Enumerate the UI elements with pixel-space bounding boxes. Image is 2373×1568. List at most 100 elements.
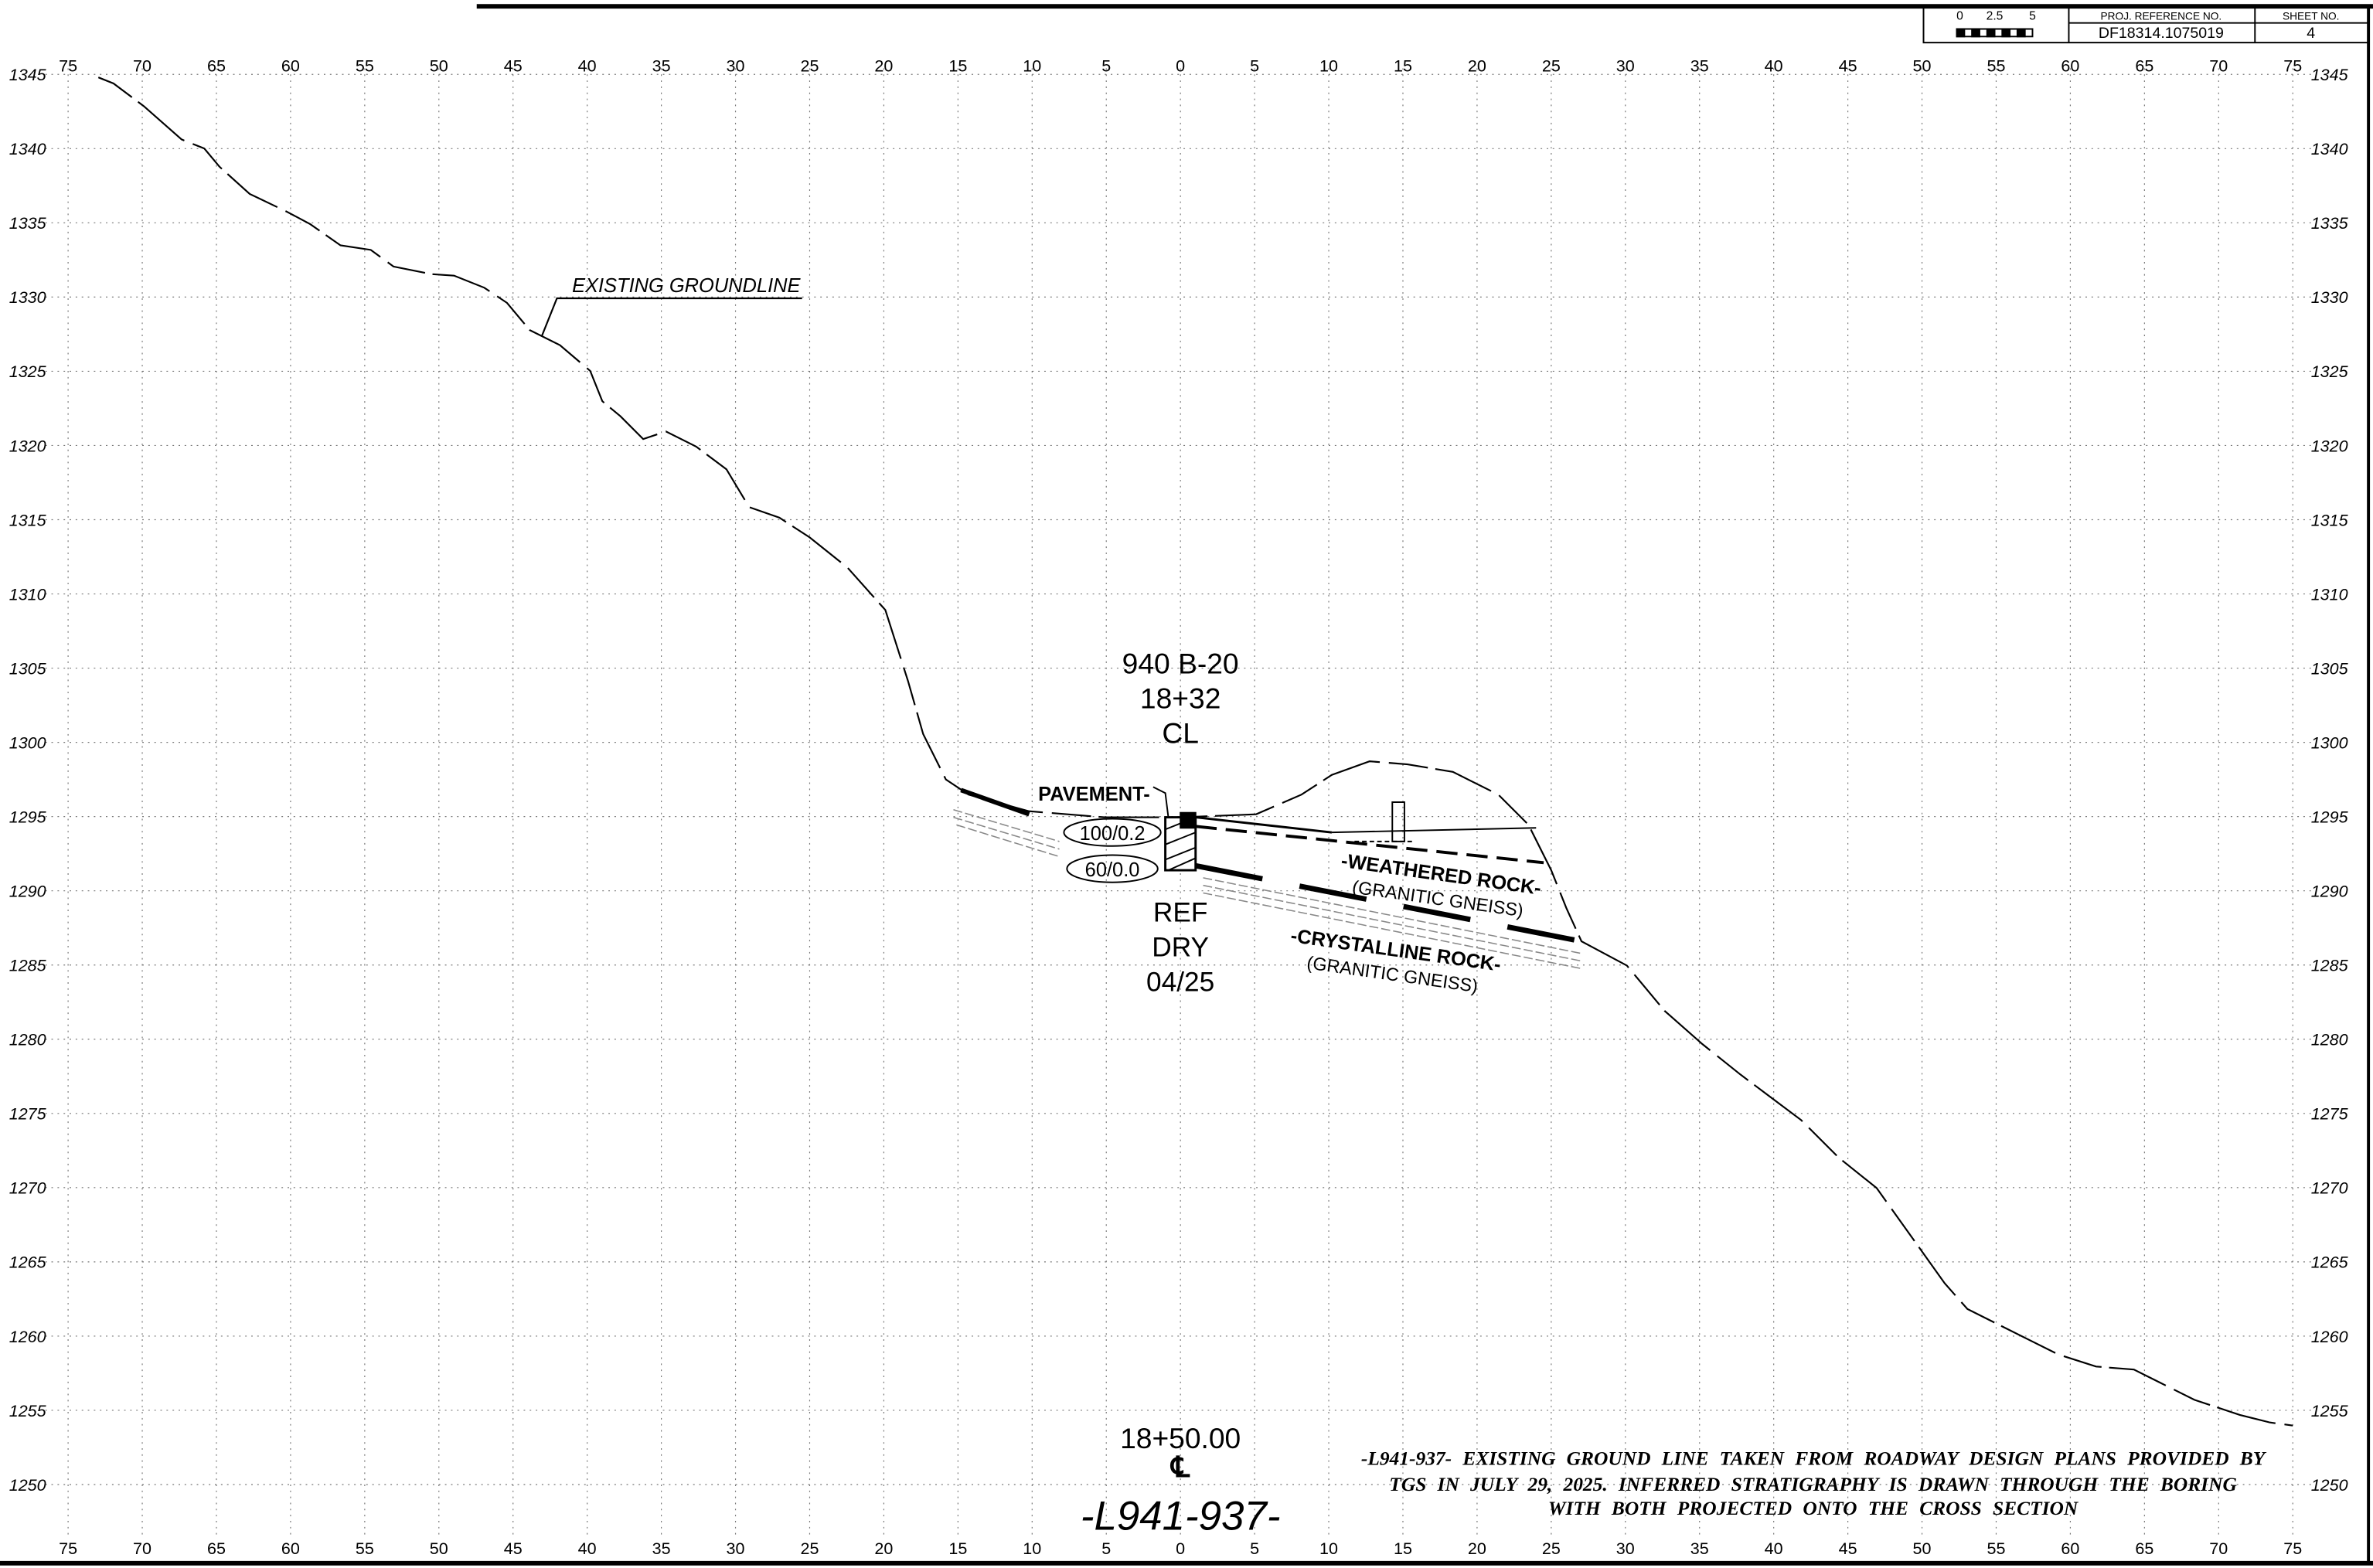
- x-tick-label: 30: [1616, 1539, 1635, 1558]
- x-tick-label: 5: [1101, 1539, 1111, 1558]
- y-tick-label: 1345: [2311, 66, 2349, 84]
- x-tick-label: 45: [504, 1539, 523, 1558]
- note: WITH BOTH PROJECTED ONTO THE CROSS SECTI…: [1548, 1497, 2079, 1519]
- proj-number: DF18314.1075019: [2099, 25, 2224, 42]
- label: DRY: [1152, 933, 1209, 963]
- centerline: ℄: [1169, 1451, 1190, 1483]
- sheet-number: 4: [2307, 25, 2315, 42]
- x-tick-label: 15: [1394, 1539, 1412, 1558]
- y-tick-label: 1345: [9, 66, 47, 84]
- scale-tick: 2.5: [1987, 10, 2004, 23]
- label: 04/25: [1146, 968, 1214, 998]
- y-tick-label: 1315: [9, 511, 47, 529]
- y-tick-label: 1290: [9, 883, 46, 901]
- x-tick-label: 55: [1987, 56, 2006, 75]
- title-block: [1922, 5, 2370, 44]
- x-tick-label: 0: [1176, 56, 1185, 75]
- x-tick-label: 55: [1987, 1539, 2006, 1558]
- x-tick-label: 35: [1690, 1539, 1709, 1558]
- y-tick-label: 1300: [2311, 733, 2348, 752]
- x-tick-label: 20: [1468, 1539, 1486, 1558]
- x-tick-label: 35: [652, 56, 671, 75]
- sample: 60/0.0: [1085, 859, 1140, 881]
- y-tick-label: 1330: [2311, 288, 2348, 307]
- grid: 7575707065656060555550504545404035353030…: [9, 56, 2349, 1558]
- x-tick-label: 45: [504, 56, 523, 75]
- y-tick-label: 1310: [9, 585, 46, 604]
- y-tick-label: 1340: [2311, 140, 2348, 158]
- label: EXISTING GROUNDLINE: [572, 275, 801, 297]
- x-tick-label: 75: [2283, 1539, 2302, 1558]
- label: REF: [1153, 898, 1207, 928]
- x-tick-label: 30: [727, 1539, 745, 1558]
- y-tick-label: 1265: [9, 1253, 47, 1272]
- y-tick-label: 1295: [2311, 808, 2349, 826]
- x-tick-label: 35: [1690, 56, 1709, 75]
- y-tick-label: 1255: [2311, 1402, 2349, 1420]
- y-tick-label: 1250: [9, 1476, 46, 1495]
- x-tick-label: 5: [1101, 56, 1111, 75]
- x-tick-label: 65: [207, 56, 226, 75]
- x-tick-label: 75: [59, 56, 77, 75]
- y-tick-label: 1310: [2311, 585, 2348, 604]
- x-tick-label: 25: [1542, 56, 1561, 75]
- x-tick-label: 50: [1913, 56, 1932, 75]
- station: 18+50.00: [1120, 1422, 1241, 1454]
- label: PAVEMENT-: [1038, 784, 1150, 805]
- scale-tick: 5: [2029, 10, 2036, 23]
- x-tick-label: 10: [1023, 56, 1041, 75]
- x-tick-label: 30: [727, 56, 745, 75]
- y-tick-label: 1260: [9, 1328, 46, 1346]
- x-tick-label: 70: [133, 56, 152, 75]
- x-tick-label: 55: [356, 1539, 374, 1558]
- x-tick-label: 70: [2209, 1539, 2228, 1558]
- y-tick-label: 1335: [9, 214, 47, 233]
- x-tick-label: 55: [356, 56, 374, 75]
- x-tick-label: 25: [1542, 1539, 1561, 1558]
- boring-offset: CL: [1162, 717, 1199, 750]
- y-tick-label: 1265: [2311, 1253, 2349, 1272]
- y-tick-label: 1290: [2311, 883, 2348, 901]
- x-tick-label: 10: [1319, 1539, 1338, 1558]
- x-tick-label: 60: [281, 56, 300, 75]
- sheet-label: SHEET NO.: [2283, 11, 2340, 22]
- roadway: [960, 787, 1544, 865]
- y-tick-label: 1250: [2311, 1476, 2348, 1495]
- x-tick-label: 65: [2135, 1539, 2153, 1558]
- y-tick-label: 1320: [2311, 437, 2348, 455]
- leader: [540, 297, 802, 337]
- x-tick-label: 40: [1765, 56, 1783, 75]
- x-tick-label: 25: [801, 1539, 819, 1558]
- x-tick-label: 20: [874, 56, 893, 75]
- boring-station: 18+32: [1140, 682, 1221, 715]
- x-tick-label: 25: [801, 56, 819, 75]
- y-tick-label: 1270: [2311, 1179, 2348, 1198]
- x-tick-label: 5: [1250, 1539, 1259, 1558]
- boring-id: 940 B-20: [1122, 648, 1239, 680]
- x-tick-label: 0: [1176, 1539, 1185, 1558]
- x-tick-label: 40: [578, 56, 597, 75]
- x-tick-label: 40: [1765, 1539, 1783, 1558]
- y-tick-label: 1325: [2311, 362, 2349, 381]
- x-tick-label: 75: [2283, 56, 2302, 75]
- y-tick-label: 1335: [2311, 214, 2349, 233]
- y-tick-label: 1275: [9, 1105, 47, 1124]
- x-tick-label: 15: [948, 56, 967, 75]
- y-tick-label: 1305: [2311, 659, 2349, 678]
- x-tick-label: 70: [2209, 56, 2228, 75]
- x-tick-label: 50: [430, 1539, 448, 1558]
- proj-label: PROJ. REFERENCE NO.: [2101, 11, 2222, 22]
- y-tick-label: 1325: [9, 362, 47, 381]
- rock-hatch: [953, 809, 1582, 970]
- y-tick-label: 1300: [9, 733, 46, 752]
- x-tick-label: 30: [1616, 56, 1635, 75]
- y-tick-label: 1285: [2311, 957, 2349, 975]
- x-tick-label: 10: [1023, 1539, 1041, 1558]
- y-tick-label: 1280: [2311, 1031, 2348, 1049]
- y-tick-label: 1340: [9, 140, 46, 158]
- x-tick-label: 15: [948, 1539, 967, 1558]
- rock-lines: [1195, 862, 1582, 944]
- y-tick-label: 1255: [9, 1402, 47, 1420]
- x-tick-label: 60: [2061, 1539, 2079, 1558]
